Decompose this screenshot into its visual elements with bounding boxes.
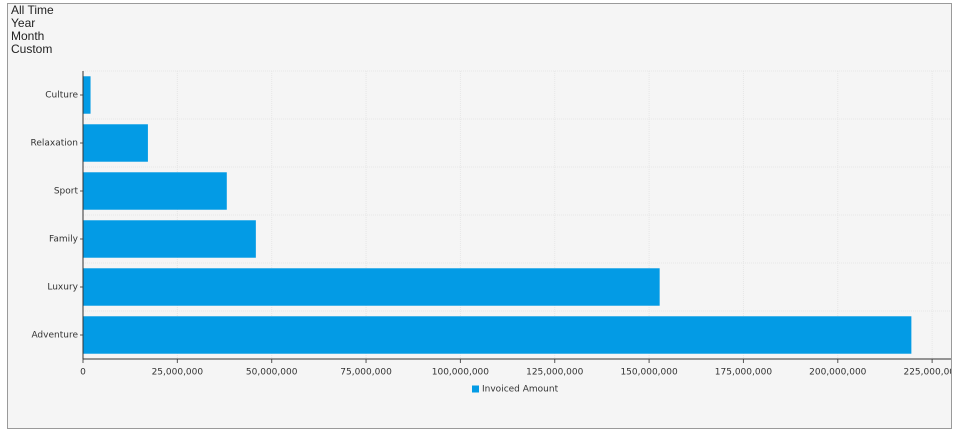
x-tick-label: 100,000,000 [432,368,490,378]
x-tick-label: 150,000,000 [620,368,678,378]
y-tick-label: Adventure [31,331,78,341]
x-tick-label: 175,000,000 [715,368,773,378]
y-tick-label: Relaxation [31,139,78,149]
legend-swatch [472,385,479,393]
x-tick-label: 200,000,000 [809,368,867,378]
menu-item[interactable]: Custom [11,42,53,56]
chart-panel: All Time Year Month Custom 0 25,000,000 50… [7,3,952,429]
x-tick-label: 0 [80,368,86,378]
bar [83,220,256,258]
chart: 0 25,000,000 50,000,000 75,000,000 100,000,0… [31,70,951,395]
bar [83,124,148,162]
bar [83,172,227,210]
bar [83,268,660,306]
y-tick-label: Sport [54,187,79,197]
period-menu: All Time Year Month Custom [11,4,54,56]
legend-label: Invoiced Amount [482,385,559,395]
menu-item[interactable]: Year [11,16,36,30]
bar [83,316,912,354]
bar [83,76,91,114]
menu-item[interactable]: Month [11,29,45,43]
x-tick-label: 75,000,000 [340,368,392,378]
y-tick-label: Culture [45,91,78,101]
x-tick-label: 25,000,000 [152,368,204,378]
y-tick-label: Family [49,235,79,245]
x-tick-label: 225,000,000 [903,368,951,378]
x-tick-label: 50,000,000 [246,368,298,378]
menu-item[interactable]: All Time [11,3,54,17]
y-tick-label: Luxury [47,283,78,293]
x-tick-label: 125,000,000 [526,368,584,378]
